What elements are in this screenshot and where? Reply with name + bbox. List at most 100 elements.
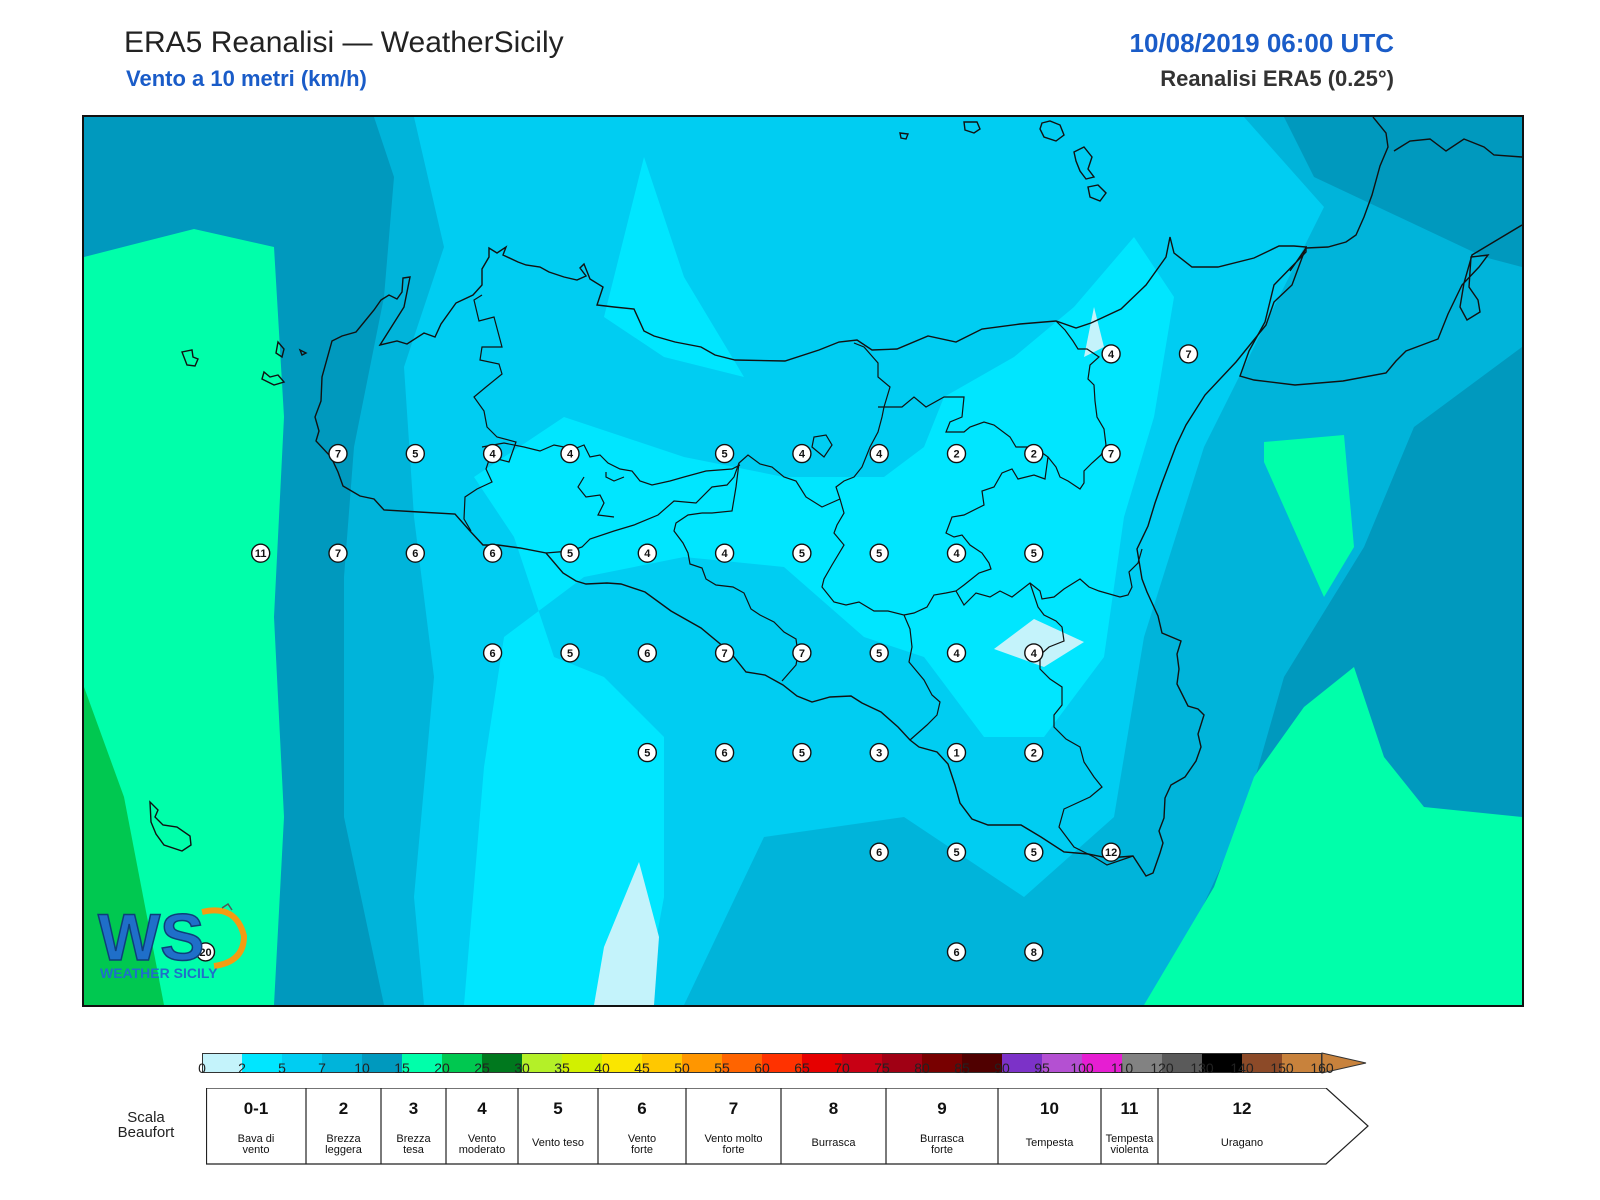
colorbar-tick-label: 20 <box>434 1060 450 1076</box>
colorbar-tick-label: 160 <box>1310 1060 1334 1076</box>
station-dot <box>482 443 503 464</box>
station-dot <box>714 742 735 763</box>
station-dot <box>1024 842 1044 862</box>
station-value: 6 <box>953 947 959 959</box>
station-value: 5 <box>644 748 650 760</box>
beaufort-number: 5 <box>553 1099 562 1118</box>
station-value: 7 <box>722 648 728 660</box>
station-marker: 5 <box>946 842 967 862</box>
beaufort-description: Bava di <box>238 1133 275 1145</box>
colorbar-segment <box>1002 1053 1043 1073</box>
station-dot <box>869 543 889 563</box>
station-dot <box>869 842 889 862</box>
station-value: 4 <box>490 449 497 461</box>
colorbar-segment <box>802 1053 843 1073</box>
station-value: 7 <box>335 548 341 560</box>
colorbar-tick-label: 100 <box>1070 1060 1094 1076</box>
station-marker: 5 <box>792 742 812 763</box>
station-dot <box>482 543 503 563</box>
wind-map-canvas: 7 5 4 4 5 4 4 2 2 74 711 7 6 6 5 4 4 5 5 4 56 5 6 7 7 5 4 45 6 5 3 1 26 5… <box>84 117 1522 1005</box>
beaufort-scale-title: Scala Beaufort <box>117 1109 175 1141</box>
province-borders <box>463 294 1143 866</box>
colorbar-tick-label: 50 <box>674 1060 690 1076</box>
beaufort-number: 0-1 <box>244 1099 269 1118</box>
station-value: 8 <box>1031 947 1037 959</box>
colorbar-segment <box>482 1053 523 1073</box>
colorbar-tick-label: 90 <box>994 1060 1010 1076</box>
station-marker: 7 <box>328 543 348 563</box>
station-marker: 5 <box>869 643 889 663</box>
map-subtitle: Vento a 10 metri (km/h) <box>126 66 367 91</box>
station-value: 4 <box>1108 349 1115 361</box>
colorbar-segment <box>602 1053 643 1073</box>
station-marker: 5 <box>637 742 657 763</box>
beaufort-number: 6 <box>637 1099 646 1118</box>
map-datetime: 10/08/2019 06:00 UTC <box>1129 28 1394 58</box>
beaufort-number: 7 <box>729 1099 738 1118</box>
colorbar-segment <box>322 1053 363 1073</box>
beaufort-description: Brezza <box>326 1133 361 1145</box>
station-value: 5 <box>722 449 728 461</box>
station-markers: 7 5 4 4 5 4 4 2 2 74 711 7 6 6 5 4 4 5 5 4 56 5 6 7 7 5 4 45 6 5 3 1 26 5… <box>195 344 1199 962</box>
station-dot <box>1024 942 1044 962</box>
station-dot <box>1024 643 1044 663</box>
station-dot <box>1024 543 1044 563</box>
colorbar-tick-label: 35 <box>554 1060 570 1076</box>
station-dot <box>714 443 735 464</box>
colorbar-frame <box>202 1053 1322 1073</box>
station-marker: 5 <box>560 643 580 663</box>
station-value: 5 <box>567 548 573 560</box>
beaufort-description: tesa <box>403 1144 425 1156</box>
station-dot <box>1024 742 1044 763</box>
station-marker: 6 <box>405 543 425 563</box>
station-value: 3 <box>876 748 882 760</box>
station-dot <box>637 643 657 663</box>
station-value: 2 <box>953 449 959 461</box>
colorbar-tick-label: 40 <box>594 1060 610 1076</box>
station-value: 2 <box>1031 748 1037 760</box>
station-value: 6 <box>876 847 882 859</box>
station-marker: 6 <box>714 742 735 763</box>
station-marker: 4 <box>1101 344 1121 364</box>
beaufort-description: Burrasca <box>811 1137 856 1149</box>
colorbar-tick-label: 0 <box>198 1060 206 1076</box>
station-dot <box>405 443 425 464</box>
station-value: 7 <box>335 449 341 461</box>
station-marker: 7 <box>328 443 348 464</box>
station-value: 5 <box>953 847 959 859</box>
station-marker: 2 <box>1024 742 1044 763</box>
station-marker: 3 <box>869 742 889 763</box>
colorbar-segment <box>722 1053 763 1073</box>
beaufort-description: Brezza <box>396 1133 431 1145</box>
station-value: 4 <box>722 548 729 560</box>
station-value: 11 <box>255 548 267 560</box>
map-title: ERA5 Reanalisi — WeatherSicily <box>124 26 564 59</box>
colorbar-segment <box>1082 1053 1123 1073</box>
station-marker: 5 <box>560 543 580 563</box>
station-marker: 7 <box>1101 443 1121 464</box>
station-marker: 5 <box>1024 842 1044 862</box>
beaufort-description: Tempesta <box>1026 1137 1075 1149</box>
colorbar-segment <box>282 1053 323 1073</box>
station-marker: 6 <box>637 643 657 663</box>
beaufort-description: Tempesta <box>1106 1133 1155 1145</box>
colorbar-segment <box>762 1053 803 1073</box>
colorbar-segment <box>442 1053 483 1073</box>
station-marker: 5 <box>869 543 889 563</box>
beaufort-description: violenta <box>1111 1144 1150 1156</box>
station-dot <box>792 443 812 464</box>
station-value: 6 <box>490 548 496 560</box>
beaufort-description: forte <box>722 1144 744 1156</box>
beaufort-description: forte <box>631 1144 653 1156</box>
station-dot <box>946 543 967 563</box>
station-dot <box>869 643 889 663</box>
colorbar-tick-label: 110 <box>1110 1060 1134 1076</box>
station-marker: 4 <box>560 443 580 464</box>
station-value: 4 <box>953 548 960 560</box>
station-dot <box>560 543 580 563</box>
station-value: 5 <box>876 548 882 560</box>
colorbar-segment <box>202 1053 243 1073</box>
colorbar-segment <box>1042 1053 1083 1073</box>
beaufort-description: Burrasca <box>920 1133 965 1145</box>
colorbar-tick-label: 130 <box>1190 1060 1214 1076</box>
